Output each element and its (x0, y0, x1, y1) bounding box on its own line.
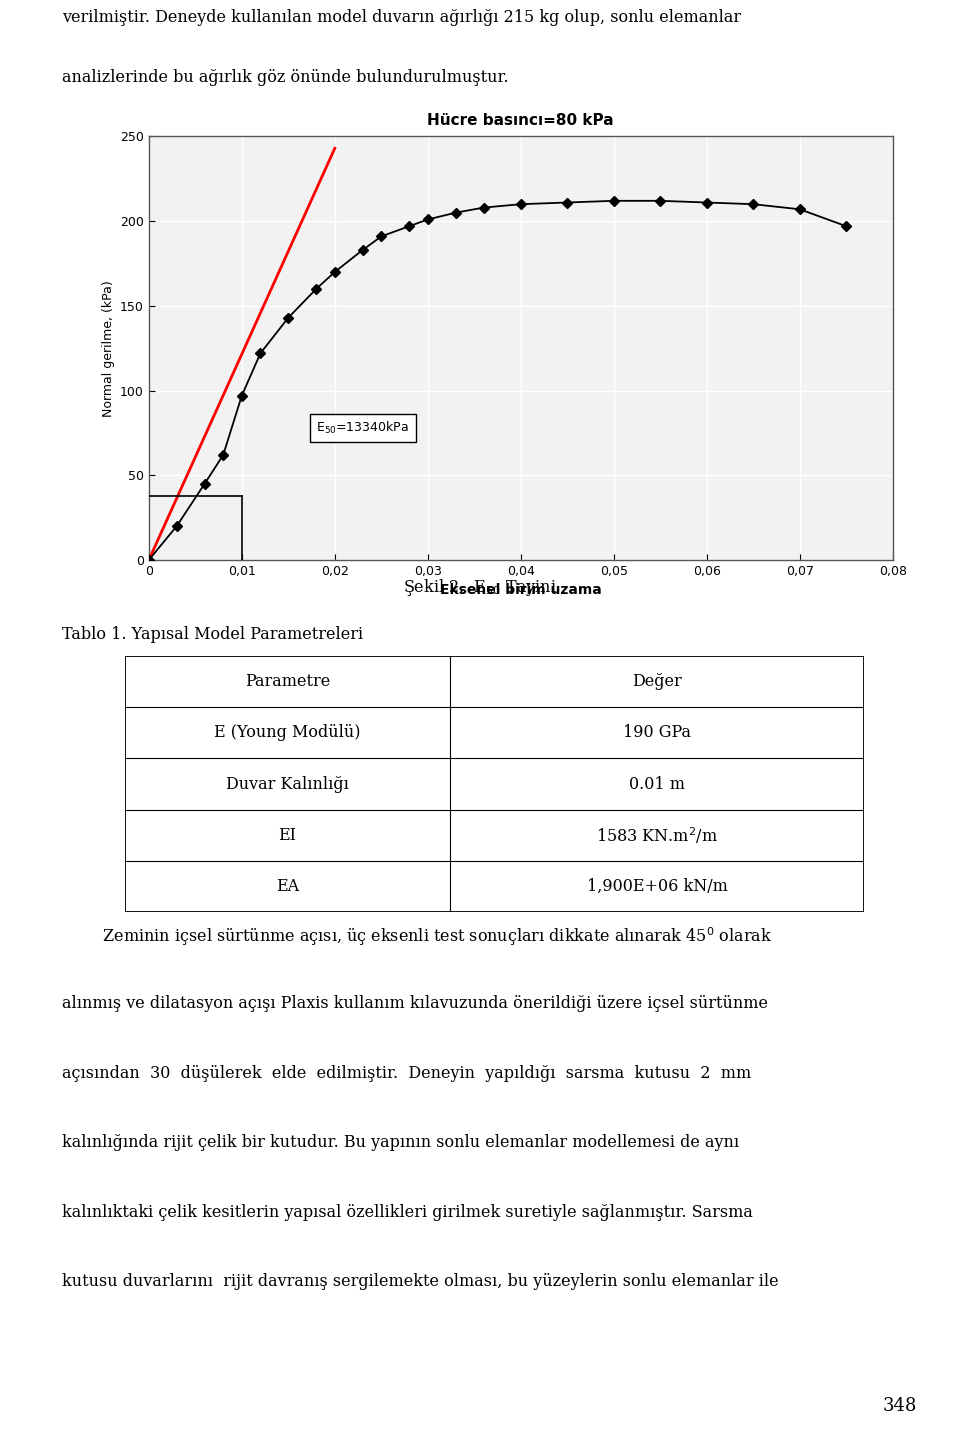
Text: E$_{50}$=13340kPa: E$_{50}$=13340kPa (316, 419, 409, 437)
Text: kalınlıktaki çelik kesitlerin yapısal özellikleri girilmek suretiyle sağlanmıştı: kalınlıktaki çelik kesitlerin yapısal öz… (62, 1203, 754, 1221)
Text: Parametre: Parametre (245, 673, 330, 691)
Text: Tablo 1. Yapısal Model Parametreleri: Tablo 1. Yapısal Model Parametreleri (62, 626, 364, 643)
Text: 1583 KN.m$^{2}$/m: 1583 KN.m$^{2}$/m (596, 824, 718, 846)
Text: verilmiştir. Deneyde kullanılan model duvarın ağırlığı 215 kg olup, sonlu eleman: verilmiştir. Deneyde kullanılan model du… (62, 9, 741, 26)
Text: kalınlığında rijit çelik bir kutudur. Bu yapının sonlu elemanlar modellemesi de : kalınlığında rijit çelik bir kutudur. Bu… (62, 1134, 739, 1152)
Text: Değer: Değer (632, 673, 682, 691)
Text: analizlerinde bu ağırlık göz önünde bulundurulmuştur.: analizlerinde bu ağırlık göz önünde bulu… (62, 69, 509, 86)
Text: EA: EA (276, 877, 299, 895)
Text: Zeminin içsel sürtünme açısı, üç eksenli test sonuçları dikkate alınarak 45$^{0}: Zeminin içsel sürtünme açısı, üç eksenli… (62, 925, 773, 948)
Text: 1,900E+06 kN/m: 1,900E+06 kN/m (587, 877, 728, 895)
X-axis label: Eksenel birim uzama: Eksenel birim uzama (440, 583, 602, 597)
Text: alınmış ve dilatasyon açışı Plaxis kullanım kılavuzunda önerildiği üzere içsel s: alınmış ve dilatasyon açışı Plaxis kulla… (62, 995, 768, 1012)
Text: Şekil 2.  E$_{50}$ Tayini: Şekil 2. E$_{50}$ Tayini (403, 577, 557, 597)
Text: kutusu duvarlarını  rijit davranış sergilemekte olması, bu yüzeylerin sonlu elem: kutusu duvarlarını rijit davranış sergil… (62, 1274, 779, 1291)
Text: açısından  30  düşülerek  elde  edilmiştir.  Deneyin  yapıldığı  sarsma  kutusu : açısından 30 düşülerek elde edilmiştir. … (62, 1064, 752, 1081)
Text: 190 GPa: 190 GPa (623, 724, 691, 741)
Y-axis label: Normal gerilme, (kPa): Normal gerilme, (kPa) (102, 280, 114, 416)
Text: Duvar Kalınlığı: Duvar Kalınlığı (226, 775, 348, 793)
Text: 0.01 m: 0.01 m (629, 775, 685, 793)
Title: Hücre basıncı=80 kPa: Hücre basıncı=80 kPa (427, 113, 614, 128)
Text: 348: 348 (882, 1397, 917, 1414)
Text: EI: EI (278, 827, 297, 844)
Text: E (Young Modülü): E (Young Modülü) (214, 724, 361, 741)
